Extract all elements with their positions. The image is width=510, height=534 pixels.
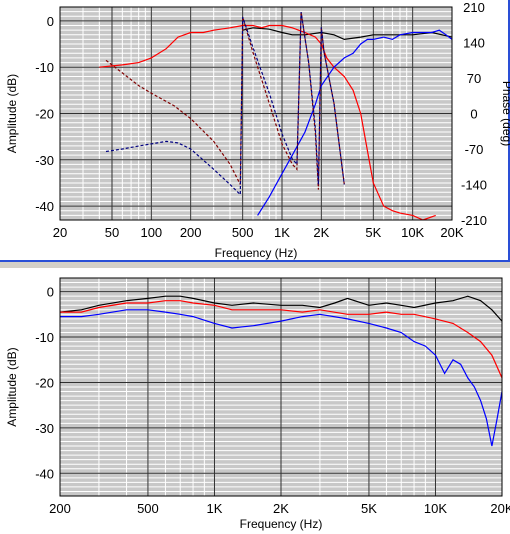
x-axis-label: Frequency (Hz) <box>215 246 298 260</box>
y-axis-label: Amplitude (dB) <box>5 74 19 153</box>
series-line-4 <box>105 12 345 190</box>
y-tick-label: -20 <box>35 375 54 390</box>
x-tick-label: 200 <box>180 225 202 240</box>
y-tick-label: -40 <box>35 199 54 214</box>
y-tick-label: -30 <box>35 153 54 168</box>
x-tick-label: 500 <box>137 501 159 516</box>
plot-frame <box>59 277 503 497</box>
y-tick-label: 0 <box>47 285 54 300</box>
bottom-amplitude-chart: 200 500 1K 2K 5K 10K 20K 0 -10 -20 -30 -40 Frequency… <box>5 277 510 531</box>
x-tick-label: 10K <box>424 501 447 516</box>
x-tick-label: 50 <box>105 225 119 240</box>
x-tick-label: 20 <box>53 225 67 240</box>
y-tick-label: -20 <box>35 107 54 122</box>
chart-divider <box>0 262 510 268</box>
series-line-3 <box>60 309 502 447</box>
x-tick-label: 2K <box>313 225 329 240</box>
y2-tick-label: 70 <box>467 71 481 86</box>
x-tick-label: 1K <box>274 225 290 240</box>
x-tick-label: 5K <box>365 225 381 240</box>
y-tick-label: -40 <box>35 466 54 481</box>
x-tick-label: 5K <box>361 501 377 516</box>
series-line-3 <box>257 29 452 216</box>
y-axis-label: Amplitude (dB) <box>5 347 19 426</box>
x-tick-label: 10K <box>401 225 424 240</box>
top-chart-panel: 20 50 100 200 500 1K 2K 5K 10K 20K 0 -10 -20 -30 -40 21… <box>0 0 510 262</box>
plot-frame <box>59 6 453 221</box>
bottom-chart-panel: 200 500 1K 2K 5K 10K 20K 0 -10 -20 -30 -40 Frequency… <box>0 268 510 534</box>
y-tick-label: -30 <box>35 421 54 436</box>
y2-tick-label: -210 <box>461 213 487 228</box>
y2-tick-label: -70 <box>465 142 484 157</box>
y2-tick-label: -140 <box>461 178 487 193</box>
x-axis-label: Frequency (Hz) <box>240 517 323 531</box>
y2-tick-label: 0 <box>470 107 477 122</box>
series-line-1 <box>242 27 452 41</box>
series-line-2 <box>60 300 502 379</box>
x-tick-label: 1K <box>207 501 223 516</box>
x-tick-label: 20K <box>440 225 463 240</box>
top-amplitude-phase-chart: 20 50 100 200 500 1K 2K 5K 10K 20K 0 -10 -20 -30 -40 21… <box>5 0 510 260</box>
x-tick-label: 100 <box>140 225 162 240</box>
y-tick-label: -10 <box>35 330 54 345</box>
y2-tick-label: 210 <box>463 0 485 15</box>
series-line-5 <box>105 12 345 197</box>
y-tick-label: 0 <box>47 14 54 29</box>
y-tick-label: -10 <box>35 60 54 75</box>
y2-axis-label: Phase (deg) <box>500 81 510 146</box>
x-tick-label: 20K <box>490 501 510 516</box>
series-line-2 <box>99 24 436 220</box>
x-tick-label: 200 <box>49 501 71 516</box>
x-tick-label: 2K <box>273 501 289 516</box>
series-line-1 <box>60 295 502 322</box>
x-tick-label: 500 <box>232 225 254 240</box>
y2-tick-label: 140 <box>463 36 485 51</box>
